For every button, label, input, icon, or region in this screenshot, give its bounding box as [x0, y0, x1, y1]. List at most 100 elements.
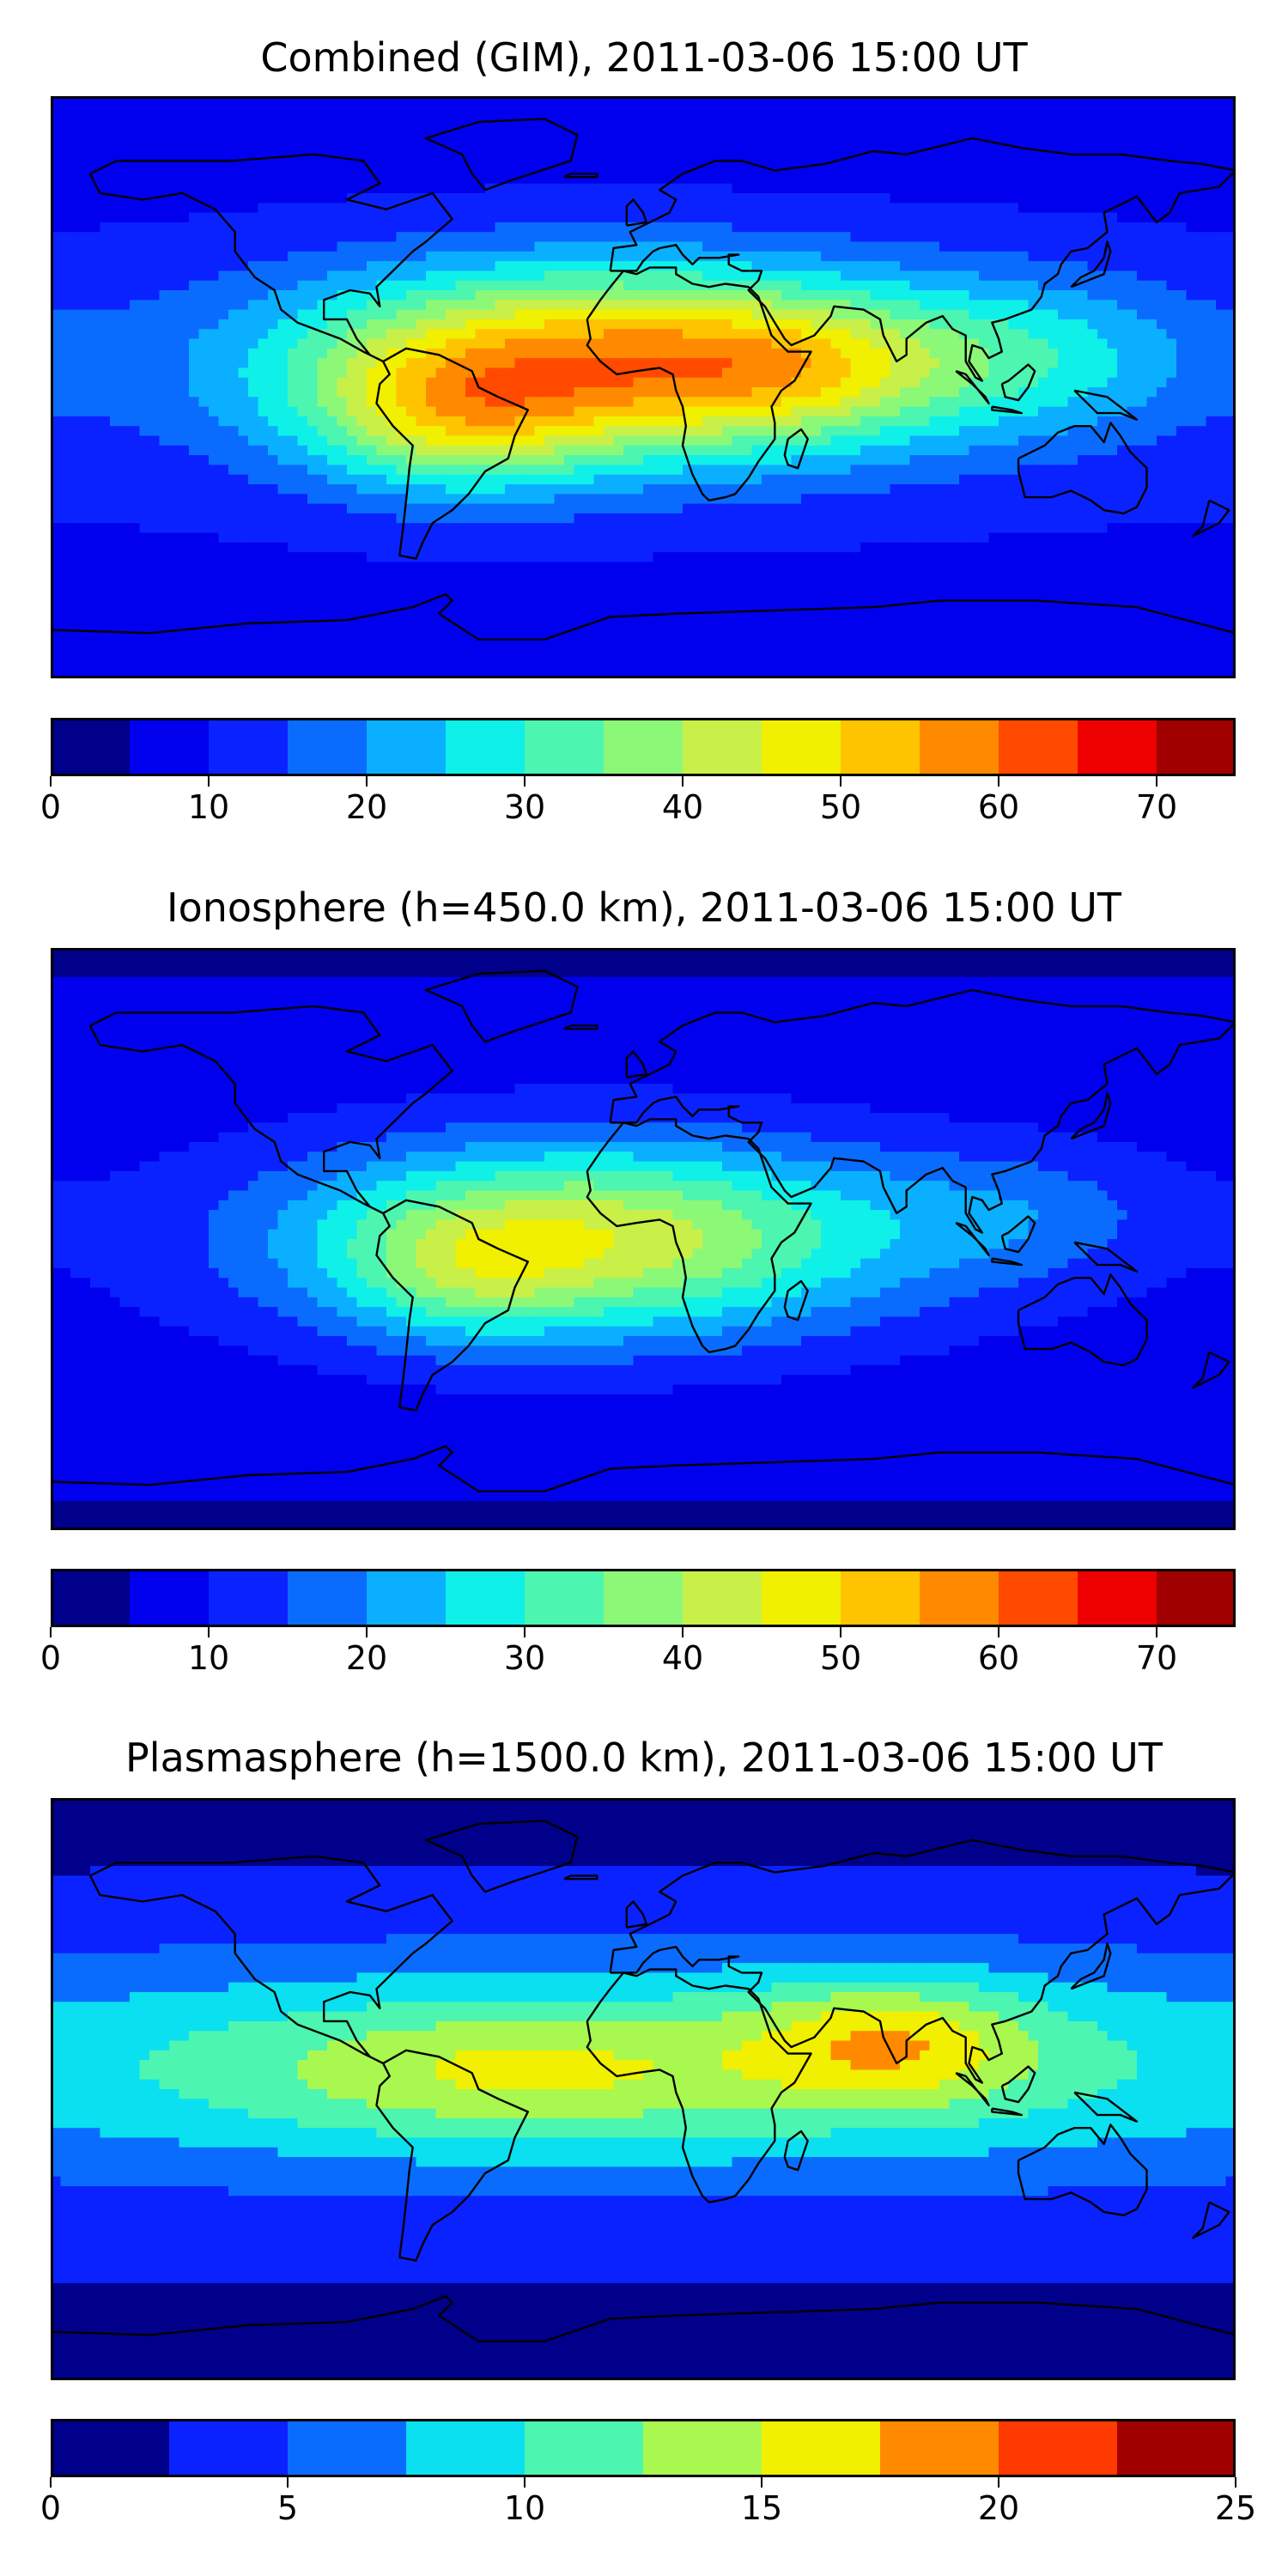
heatmap-cell	[307, 397, 319, 408]
heatmap-cell	[396, 183, 407, 194]
heatmap-cell	[277, 377, 289, 388]
heatmap-cell	[396, 465, 407, 476]
heatmap-cell	[969, 232, 980, 243]
heatmap-cell	[564, 232, 575, 243]
heatmap-cell	[732, 319, 743, 330]
heatmap-cell	[228, 251, 240, 262]
heatmap-cell	[179, 232, 190, 243]
heatmap-cell	[218, 144, 229, 155]
heatmap-cell	[475, 154, 486, 165]
heatmap-cell	[584, 115, 595, 126]
heatmap-cell	[554, 338, 565, 349]
heatmap-cell	[702, 115, 714, 126]
heatmap-cell	[623, 484, 635, 495]
heatmap-cell	[692, 368, 703, 379]
heatmap-cell	[426, 426, 437, 437]
heatmap-cell	[1225, 222, 1236, 233]
heatmap-cell	[781, 173, 793, 185]
heatmap-cell	[505, 416, 516, 427]
heatmap-cell	[90, 193, 101, 204]
heatmap-cell	[702, 309, 714, 320]
heatmap-cell	[209, 125, 220, 136]
heatmap-cell	[821, 290, 832, 301]
heatmap-cell	[880, 144, 891, 155]
heatmap-cell	[781, 300, 793, 311]
heatmap-cell	[1087, 465, 1098, 476]
heatmap-cell	[396, 426, 407, 437]
heatmap-cell	[1097, 125, 1109, 136]
heatmap-cell	[100, 222, 111, 233]
heatmap-cell	[732, 465, 743, 476]
heatmap-cell	[584, 193, 595, 204]
heatmap-cell	[732, 435, 743, 447]
heatmap-cell	[327, 368, 338, 379]
heatmap-cell	[307, 494, 319, 505]
heatmap-cell	[1097, 280, 1109, 291]
heatmap-cell	[435, 203, 447, 214]
heatmap-cell	[1048, 368, 1059, 379]
heatmap-cell	[1127, 251, 1138, 262]
heatmap-cell	[920, 435, 931, 447]
heatmap-cell	[900, 164, 911, 174]
heatmap-cell	[900, 368, 911, 379]
heatmap-cell	[396, 135, 407, 146]
heatmap-cell	[574, 232, 585, 243]
heatmap-cell	[999, 154, 1010, 165]
heatmap-cell	[1216, 309, 1227, 320]
heatmap-cell	[386, 397, 398, 408]
heatmap-cell	[110, 280, 121, 291]
heatmap-cell	[653, 241, 664, 252]
heatmap-cell	[485, 494, 496, 505]
heatmap-cell	[979, 96, 990, 106]
heatmap-cell	[988, 416, 999, 427]
heatmap-cell	[90, 96, 101, 106]
heatmap-cell	[268, 144, 279, 155]
heatmap-cell	[149, 212, 161, 223]
heatmap-cell	[623, 455, 635, 465]
heatmap-cell	[386, 387, 398, 398]
heatmap-cell	[623, 183, 635, 194]
heatmap-cell	[702, 465, 714, 476]
heatmap-cell	[455, 474, 466, 485]
heatmap-cell	[1166, 397, 1177, 408]
heatmap-cell	[367, 144, 378, 155]
heatmap-cell	[841, 474, 852, 485]
heatmap-cell	[258, 309, 269, 320]
heatmap-cell	[465, 377, 477, 388]
heatmap-cell	[604, 115, 615, 126]
heatmap-cell	[51, 193, 62, 204]
heatmap-cell	[564, 387, 575, 398]
heatmap-cell	[258, 135, 269, 146]
heatmap-cell	[979, 474, 990, 485]
heatmap-cell	[1176, 115, 1188, 126]
heatmap-cell	[890, 445, 901, 456]
heatmap-cell	[860, 484, 872, 495]
heatmap-cell	[169, 261, 180, 271]
heatmap-cell	[1225, 203, 1236, 214]
heatmap-cell	[811, 377, 822, 388]
heatmap-cell	[485, 251, 496, 262]
heatmap-cell	[880, 377, 891, 388]
heatmap-cell	[811, 183, 822, 194]
heatmap-cell	[554, 416, 565, 427]
heatmap-cell	[900, 397, 911, 408]
heatmap-cell	[198, 115, 210, 126]
heatmap-cell	[791, 241, 802, 252]
heatmap-cell	[356, 290, 368, 301]
heatmap-cell	[554, 435, 565, 447]
heatmap-cell	[248, 319, 259, 330]
heatmap-cell	[297, 368, 308, 379]
heatmap-cell	[692, 445, 703, 456]
heatmap-cell	[60, 377, 71, 388]
heatmap-cell	[347, 96, 358, 106]
heatmap-cell	[890, 484, 901, 495]
heatmap-cell	[909, 241, 920, 252]
heatmap-cell	[356, 348, 368, 359]
heatmap-cell	[1008, 368, 1019, 379]
heatmap-cell	[218, 406, 229, 417]
heatmap-cell	[317, 445, 328, 456]
heatmap-cell	[732, 300, 743, 311]
heatmap-cell	[179, 494, 190, 505]
heatmap-cell	[890, 426, 901, 437]
heatmap-cell	[544, 455, 556, 465]
